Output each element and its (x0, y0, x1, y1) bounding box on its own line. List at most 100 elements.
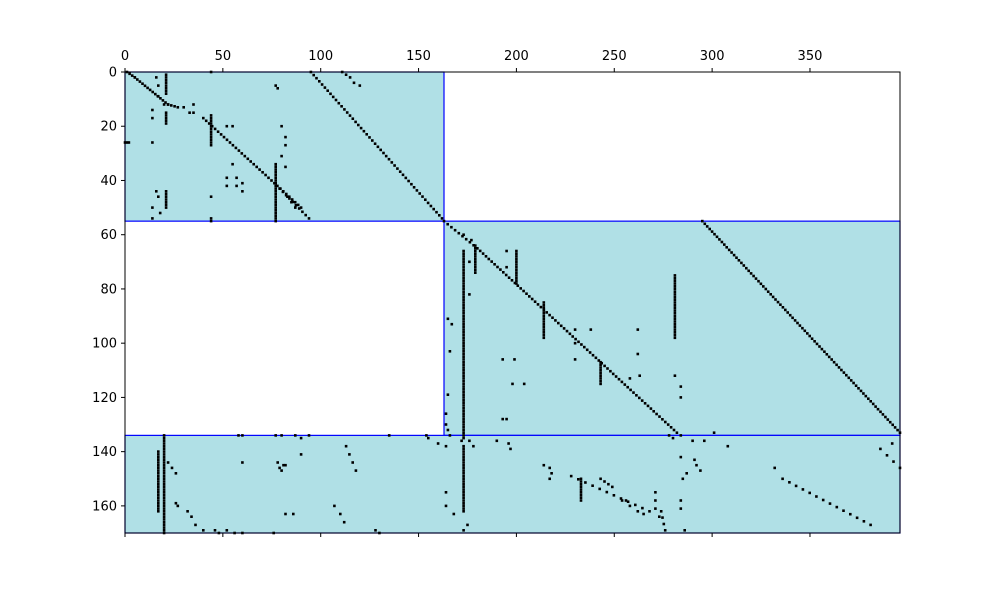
nonzero-marker (501, 417, 504, 421)
nonzero-marker (742, 264, 746, 267)
nonzero-marker (599, 371, 602, 375)
nonzero-marker (462, 369, 465, 372)
nonzero-marker (162, 501, 166, 505)
nonzero-marker (569, 474, 573, 478)
nonzero-marker (462, 257, 465, 261)
nonzero-marker (462, 491, 465, 494)
nonzero-marker (594, 356, 598, 360)
nonzero-marker (460, 439, 463, 443)
nonzero-marker (542, 317, 546, 321)
nonzero-marker (893, 426, 897, 429)
nonzero-marker (462, 360, 465, 364)
nonzero-marker (515, 271, 518, 274)
nonzero-marker (545, 311, 548, 314)
nonzero-marker (164, 114, 168, 117)
nonzero-marker (462, 466, 465, 470)
x-axis-ticks: 0 50 100 150 200 250 300 350 (121, 49, 822, 537)
nonzero-marker (542, 463, 546, 467)
block-3 (124, 434, 901, 534)
nonzero-marker (446, 428, 450, 432)
nonzero-marker (225, 138, 229, 142)
nonzero-marker (225, 176, 229, 180)
nonzero-marker (588, 351, 592, 354)
nonzero-marker (462, 282, 465, 285)
nonzero-marker (258, 168, 261, 171)
nonzero-marker (128, 72, 131, 76)
nonzero-marker (462, 276, 465, 280)
nonzero-marker (474, 244, 477, 247)
nonzero-marker (511, 382, 514, 386)
nonzero-marker (626, 500, 630, 503)
nonzero-marker (607, 482, 610, 486)
nonzero-marker (241, 190, 244, 193)
nonzero-marker (162, 442, 166, 445)
nonzero-marker (162, 496, 166, 499)
nonzero-marker (519, 287, 522, 290)
nonzero-marker (382, 151, 385, 155)
nonzero-marker (835, 505, 839, 509)
nonzero-marker (472, 444, 475, 448)
nonzero-marker (599, 366, 602, 369)
nonzero-marker (891, 423, 894, 427)
nonzero-marker (274, 209, 277, 212)
nonzero-marker (384, 154, 388, 158)
nonzero-marker (357, 123, 360, 127)
nonzero-marker (318, 80, 321, 83)
x-tick-label: 100 (308, 49, 333, 64)
nonzero-marker (462, 529, 465, 532)
nonzero-marker (462, 325, 465, 329)
nonzero-marker (157, 493, 160, 497)
nonzero-marker (241, 434, 244, 437)
nonzero-marker (548, 466, 551, 470)
nonzero-marker (278, 466, 281, 470)
nonzero-marker (654, 499, 657, 502)
y-tick-label: 140 (92, 445, 117, 460)
nonzero-marker (462, 263, 465, 266)
nonzero-marker (164, 203, 168, 207)
nonzero-marker (162, 485, 166, 489)
nonzero-marker (661, 516, 664, 519)
nonzero-marker (509, 447, 512, 451)
nonzero-marker (457, 231, 461, 235)
nonzero-marker (562, 327, 566, 330)
x-tick-label: 200 (504, 49, 529, 64)
nonzero-marker (237, 434, 240, 437)
nonzero-marker (155, 76, 158, 79)
nonzero-marker (444, 412, 448, 415)
nonzero-marker (274, 168, 277, 171)
nonzero-marker (462, 298, 465, 302)
nonzero-marker (462, 293, 465, 296)
nonzero-marker (462, 265, 465, 269)
nonzero-marker (776, 300, 780, 304)
nonzero-marker (474, 249, 477, 253)
nonzero-marker (164, 73, 168, 76)
nonzero-marker (516, 284, 520, 287)
y-tick-label: 120 (92, 391, 117, 406)
nonzero-marker (599, 379, 602, 383)
nonzero-marker (462, 371, 465, 375)
nonzero-marker (174, 501, 178, 505)
nonzero-marker (559, 324, 563, 328)
nonzero-marker (294, 203, 298, 207)
nonzero-marker (157, 472, 160, 475)
nonzero-marker (462, 252, 465, 255)
nonzero-marker (810, 337, 814, 340)
nonzero-marker (636, 352, 640, 356)
nonzero-marker (344, 444, 348, 448)
nonzero-marker (481, 252, 485, 255)
nonzero-marker (462, 409, 465, 413)
nonzero-marker (299, 206, 303, 209)
nonzero-marker (499, 268, 502, 271)
nonzero-marker (832, 360, 836, 364)
nonzero-marker (164, 92, 168, 95)
y-tick-label: 160 (92, 499, 117, 514)
nonzero-marker (462, 382, 465, 386)
nonzero-marker (390, 161, 394, 164)
nonzero-marker (754, 277, 758, 280)
nonzero-marker (507, 276, 511, 279)
nonzero-marker (472, 244, 475, 247)
nonzero-marker (194, 523, 197, 527)
nonzero-marker (468, 293, 471, 296)
nonzero-marker (188, 111, 191, 114)
nonzero-marker (225, 184, 229, 188)
